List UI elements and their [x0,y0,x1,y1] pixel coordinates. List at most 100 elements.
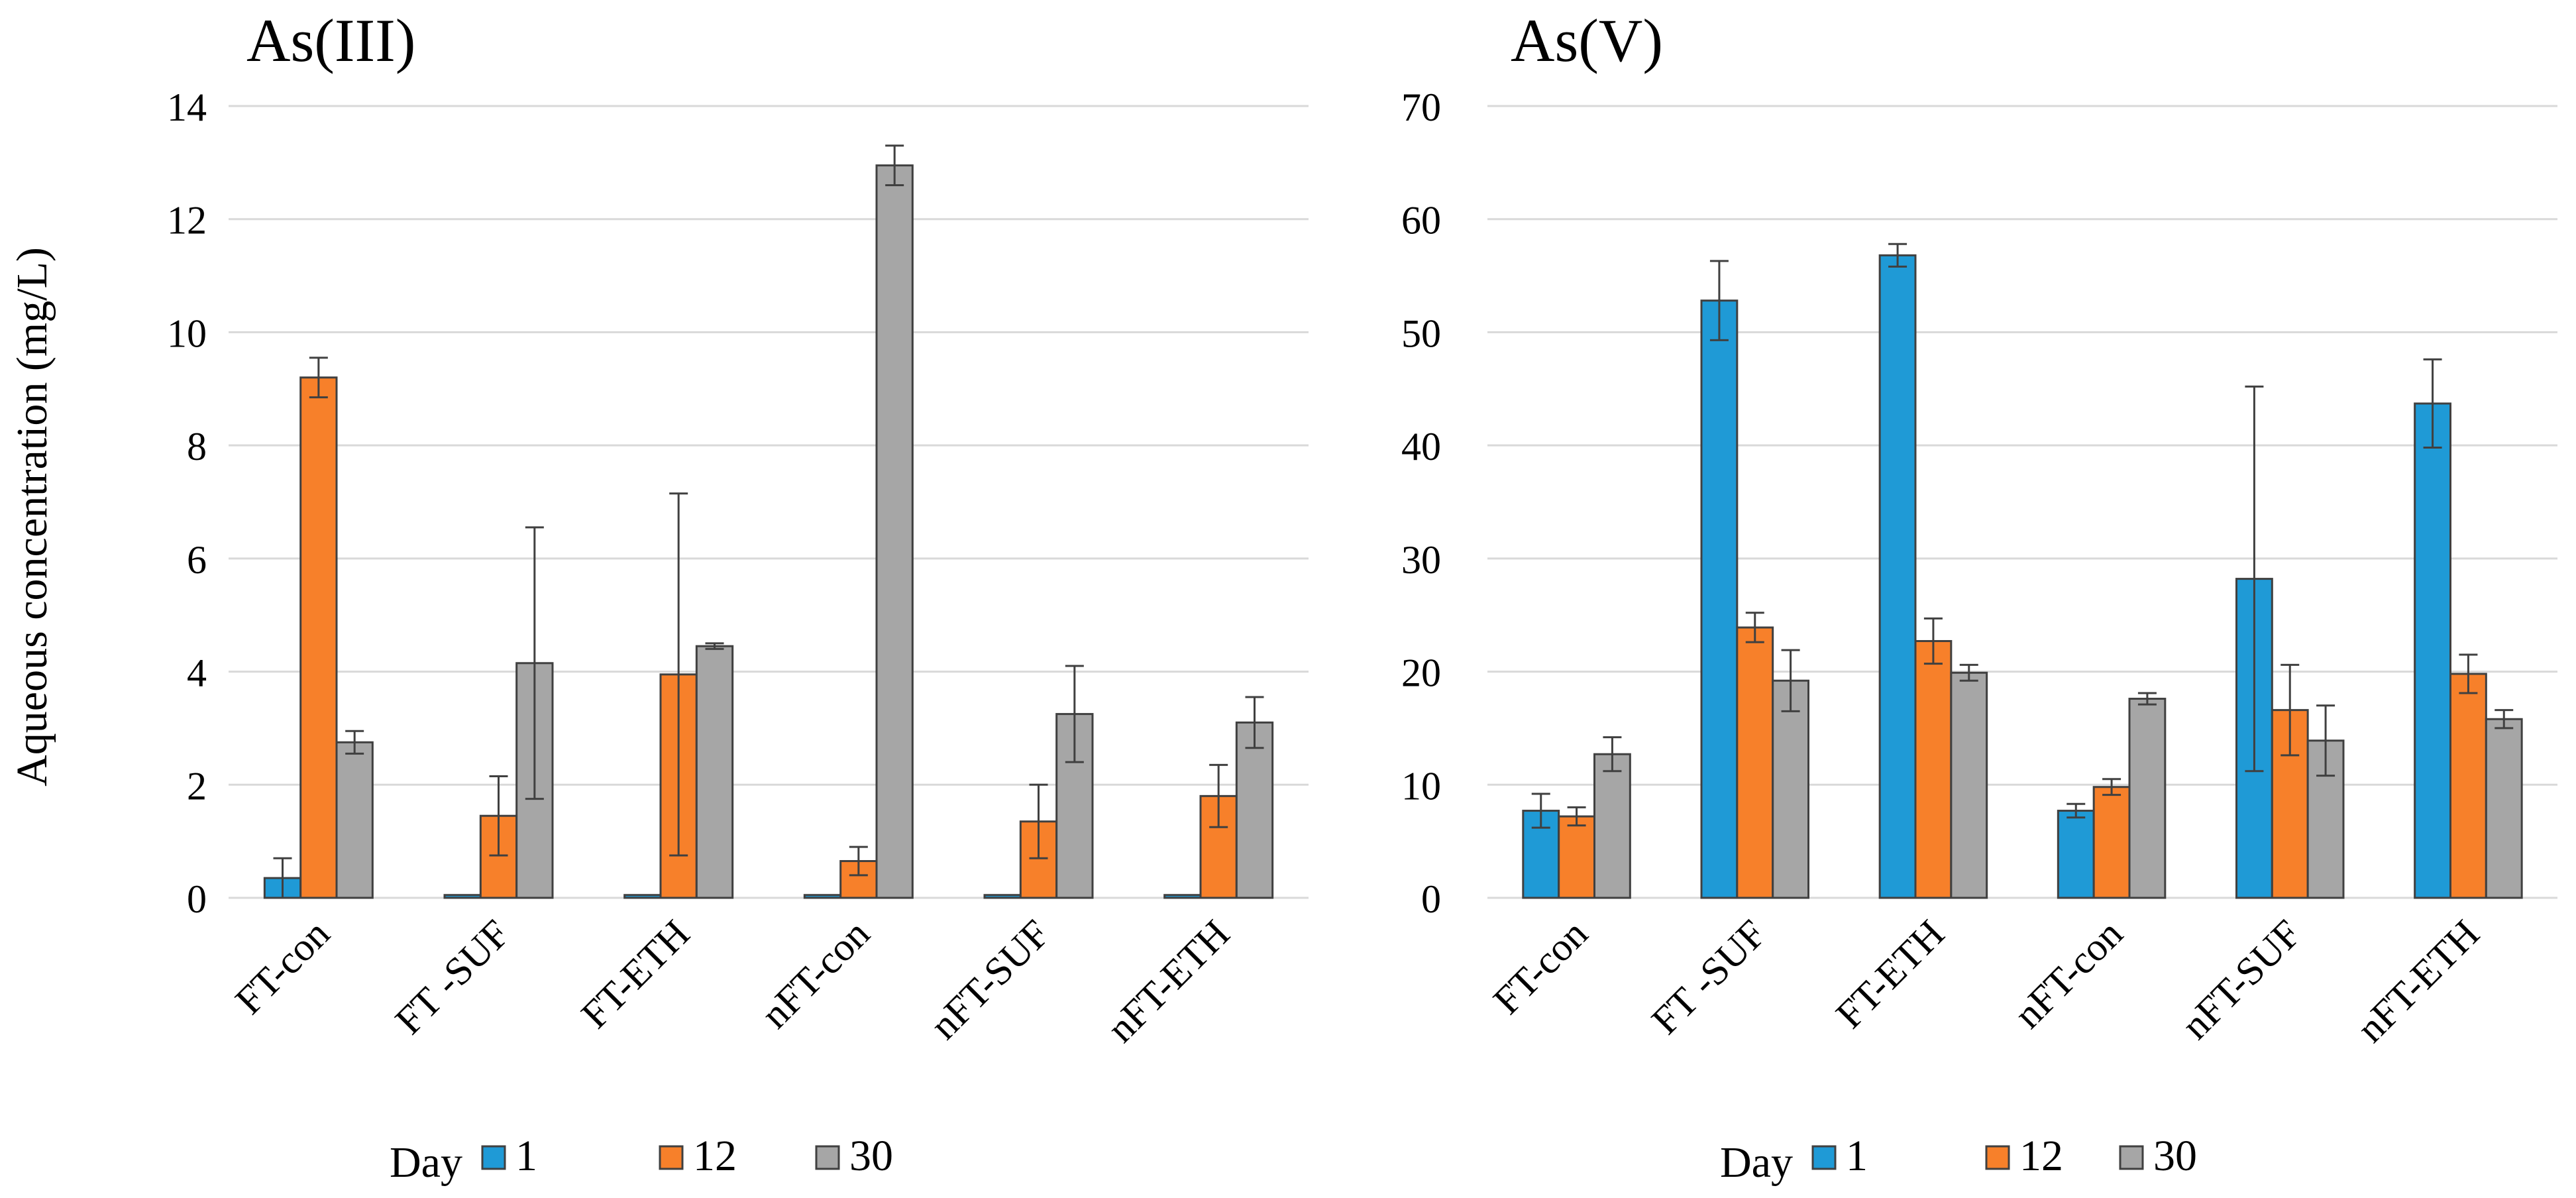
chart-as-v: As(V) 0 10 20 30 40 50 60 70 FT-con FT -SUF FT-ET… [1401,7,2557,1187]
legend-label: 12 [2019,1132,2063,1180]
x-tick-label: FT -SUF [387,912,518,1043]
error-bar [1781,649,1800,712]
y-tick-label: 20 [1401,651,1441,695]
legend-label: 1 [515,1132,537,1180]
error-bar [2066,802,2086,819]
x-tick-label: nFT-SUF [922,912,1057,1048]
x-tick-label: FT-ETH [1827,912,1953,1037]
legend-item: 1 [481,1132,537,1180]
bars [263,144,1274,899]
x-tick-label: nFT-ETH [1099,912,1238,1051]
x-tick-label: FT-con [227,912,338,1023]
error-bar [1531,792,1550,829]
legend-label: 30 [849,1132,893,1180]
bar-series-1-nFT-con [2057,810,2095,899]
y-tick-label: 8 [187,425,207,468]
error-bar [2423,358,2442,449]
legend-item: 1 [1811,1132,1868,1180]
chart-title: As(V) [1511,7,1663,74]
legend-item: 12 [1985,1132,2063,1180]
bar-series-12-FT-SUF [1736,626,1774,899]
x-tick-labels: FT-con FT -SUF FT-ETH nFT-con nFT-SUF nFT-ETH [1485,912,2488,1051]
bar-series-30-FT-SUF [1772,679,1810,899]
x-tick-label: FT-ETH [572,912,698,1037]
error-bar [273,857,292,899]
bar-series-12-FT-ETH [1914,639,1953,899]
error-bar [2102,778,2121,796]
y-tick-label: 0 [187,877,207,921]
y-tick-label: 30 [1401,538,1441,582]
x-tick-label: nFT-SUF [2173,912,2309,1048]
error-bar [1603,736,1622,773]
legend-item: 30 [815,1132,893,1180]
gridlines [229,105,1309,899]
legend-title: Day [1720,1138,1793,1187]
error-bar [1567,806,1586,827]
bar-series-30-nFT-con [875,164,914,899]
error-bar [849,845,868,877]
error-bar [2245,385,2264,773]
y-tick-label: 50 [1401,311,1441,355]
y-tick-label: 12 [167,199,207,243]
error-bar [1959,663,1978,682]
error-bar [345,730,364,755]
error-bar [1709,260,1729,341]
x-tick-label: FT-con [1485,912,1596,1023]
x-tick-label: nFT-ETH [2349,912,2488,1051]
y-tick-label: 10 [1401,764,1441,808]
legend-swatch [1811,1145,1837,1170]
error-bar [2495,709,2514,730]
error-bar [1029,783,1048,859]
x-tick-label: FT -SUF [1643,912,1774,1043]
bar-series-30-nFT-con [2128,698,2167,899]
bar-series-1-nFT-ETH [1163,894,1202,899]
error-bar [309,356,328,399]
bar-series-1-nFT-con [803,894,842,899]
y-tick-label: 10 [167,311,207,355]
y-tick-label: 4 [187,651,207,695]
legend-title: Day [390,1138,462,1187]
x-tick-label: nFT-con [2006,912,2131,1037]
error-bar [1209,763,1228,828]
error-bar [1923,617,1943,665]
x-tick-label: nFT-con [753,912,878,1037]
bar-series-30-FT-ETH [1950,671,1988,899]
y-tick-labels: 0 10 20 30 40 50 60 70 [1401,85,1441,921]
bar-series-12-FT-con [299,376,338,899]
y-tick-label: 14 [167,85,207,129]
y-axis-label: Aqueous concentration (mg/L) [8,247,56,787]
error-bar [2137,692,2157,706]
error-bar [1745,612,1764,643]
bar-series-1-FT-ETH [623,894,662,899]
error-bar [1888,243,1907,268]
legend-label: 30 [2153,1132,2197,1180]
error-bar [525,526,544,800]
bar-series-12-FT-con [1558,815,1596,899]
legend: Day 1 12 30 [390,1132,893,1187]
gridlines [1487,105,2557,899]
bar-series-12-nFT-con [2092,786,2131,899]
y-tick-labels: 0 2 4 6 8 10 12 14 [167,85,207,921]
bars [1522,243,2523,899]
error-bar [2459,653,2478,694]
chart-title: As(III) [246,7,415,74]
bar-series-1-FT-SUF [1700,300,1739,899]
bar-series-1-nFT-SUF [983,894,1022,899]
error-bar [705,642,724,650]
bar-series-1-nFT-ETH [2414,402,2452,899]
error-bar [2281,663,2300,757]
legend-swatch [815,1145,840,1170]
bar-series-30-nFT-ETH [2485,718,2523,899]
chart-as-iii: As(III) 0 2 4 6 8 10 12 14 FT-con FT -SUF FT-ETH n… [167,7,1309,1187]
error-bar [669,492,688,857]
legend-label: 1 [1846,1132,1868,1180]
y-tick-label: 0 [1421,877,1441,921]
bar-series-12-nFT-ETH [2449,673,2487,899]
legend-swatch [659,1145,684,1170]
error-bar [1245,696,1264,749]
legend-swatch [2119,1145,2144,1170]
error-bar [1065,665,1084,763]
bar-series-30-FT-con [1593,753,1631,899]
legend-swatch [481,1145,506,1170]
